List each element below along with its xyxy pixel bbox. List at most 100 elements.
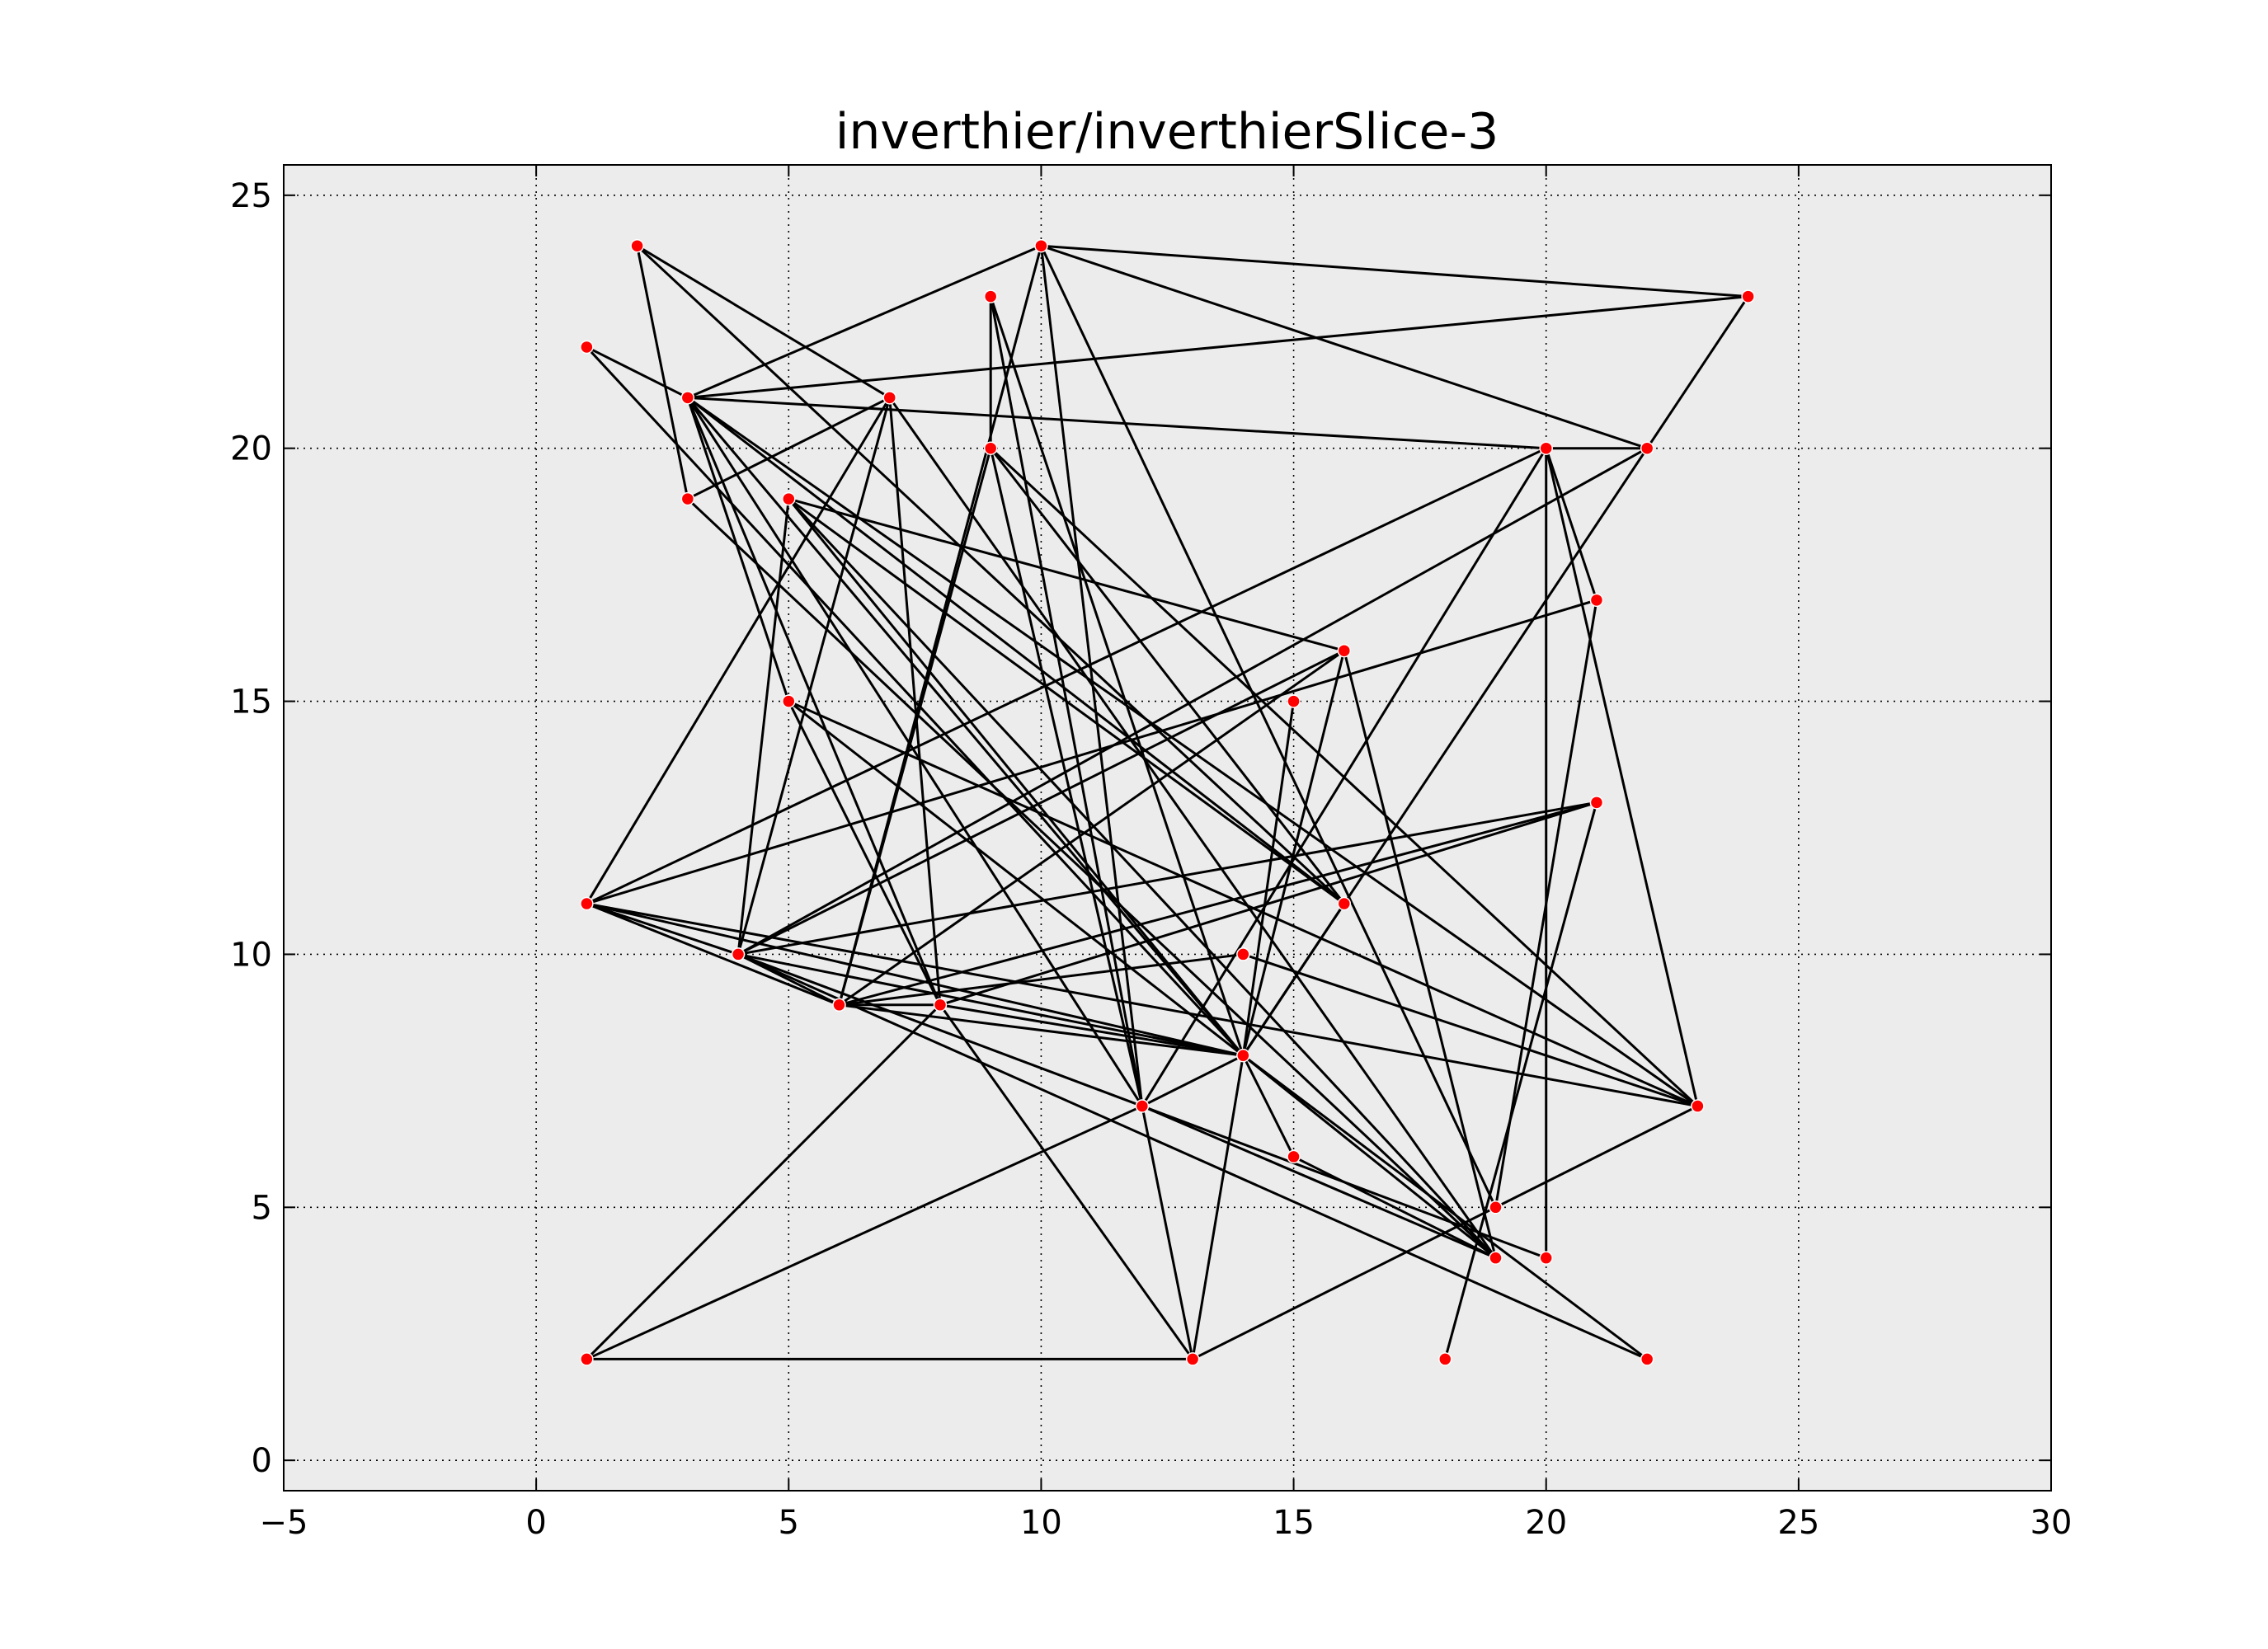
graph-node	[882, 391, 896, 405]
graph-node	[1287, 1149, 1301, 1164]
graph-edge	[586, 345, 689, 399]
graph-edge	[636, 245, 689, 500]
graph-edge	[737, 953, 1648, 1360]
graph-edge	[1292, 1155, 1497, 1260]
graph-edge	[686, 497, 1497, 1259]
y-tick-label: 0	[252, 1442, 272, 1480]
graph-edge	[1041, 244, 1748, 298]
graph-edge	[1141, 1105, 1497, 1260]
y-tick-label: 25	[230, 177, 272, 215]
x-tick-label: 0	[525, 1504, 546, 1542]
graph-edge	[586, 447, 1547, 905]
y-tick-label: 5	[252, 1189, 272, 1227]
node-layer	[580, 238, 1755, 1366]
graph-node	[1589, 796, 1604, 810]
graph-edge	[687, 295, 1748, 399]
graph-edge	[586, 1105, 1143, 1360]
graph-edge	[989, 448, 1144, 1106]
graph-edge	[989, 296, 1245, 1056]
x-tick-label: 5	[779, 1504, 799, 1542]
graph-edge	[686, 397, 942, 1006]
grid-lines	[284, 165, 2051, 1491]
graph-edge	[687, 244, 1042, 399]
graph-edge	[1242, 1054, 1649, 1360]
graph-edge	[839, 952, 1244, 1007]
graph-node	[1640, 441, 1654, 455]
graph-edge	[586, 902, 840, 1007]
graph-edge	[1040, 245, 1497, 1208]
graph-edge	[1241, 701, 1296, 1056]
graph-edge	[1494, 599, 1598, 1208]
x-tick-label: 25	[1777, 1504, 1819, 1542]
edge-layer	[586, 244, 1749, 1360]
graph-edge	[687, 396, 891, 500]
graph-node	[1236, 1048, 1250, 1063]
graph-edge	[737, 649, 1345, 956]
graph-edge	[788, 700, 1245, 1057]
graph-node	[580, 1352, 594, 1366]
graph-edge	[888, 397, 1497, 1259]
graph-edge	[838, 649, 1345, 1007]
graph-edge	[1040, 244, 1648, 450]
graph-edge	[788, 498, 1497, 1259]
graph-node	[580, 896, 594, 911]
graph-node	[1185, 1352, 1200, 1366]
graph-node	[580, 340, 594, 355]
graph-edge	[687, 396, 1546, 450]
graph-edge	[686, 397, 1699, 1107]
graph-node	[1489, 1200, 1503, 1214]
graph-edge	[586, 599, 1597, 905]
graph-edge	[788, 497, 1345, 652]
graph-edge	[888, 397, 942, 1005]
graph-node	[983, 289, 998, 303]
y-tick-label: 20	[230, 430, 272, 468]
graph-edge	[586, 902, 1698, 1108]
graph-edge	[586, 1003, 942, 1360]
graph-edge	[1191, 1055, 1245, 1360]
graph-edge	[736, 397, 892, 955]
x-tick-label: 10	[1020, 1504, 1062, 1542]
graph-edge	[839, 1003, 1244, 1057]
graph-node	[1236, 947, 1250, 961]
graph-edge	[839, 801, 1597, 1007]
graph-node	[1034, 238, 1048, 253]
x-tick-label: 20	[1525, 1504, 1567, 1542]
y-tick-label: 10	[230, 936, 272, 974]
graph-edge	[788, 497, 1345, 905]
graph-node	[933, 998, 948, 1012]
graph-edge	[586, 902, 1244, 1057]
graph-edge	[1343, 650, 1497, 1259]
axis-ticks	[283, 165, 2052, 1491]
graph-edge	[788, 700, 1699, 1107]
graph-edge	[1443, 801, 1598, 1360]
graph-edge	[686, 397, 1345, 905]
graph-edge	[1545, 448, 1699, 1106]
graph-node	[983, 441, 998, 455]
graph-edge	[1141, 1106, 1194, 1360]
x-tick-labels: −5 0 5 10 15 20 25 30	[260, 1504, 2073, 1542]
graph-edge	[686, 397, 1245, 1057]
graph-edge	[737, 952, 1244, 1057]
graph-edge	[939, 801, 1597, 1007]
graph-edge	[1241, 650, 1346, 1056]
graph-node	[1539, 1251, 1553, 1265]
graph-edge	[939, 1003, 1244, 1057]
graph-edge	[838, 448, 992, 1006]
graph-edge	[636, 244, 891, 399]
graph-node	[1691, 1099, 1705, 1113]
graph-node	[1337, 896, 1352, 911]
y-tick-labels: 0 5 10 15 20 25	[230, 177, 272, 1480]
x-tick-label: −5	[260, 1504, 308, 1542]
x-tick-label: 15	[1273, 1504, 1315, 1542]
graph-edge	[990, 447, 1345, 904]
graph-node	[832, 998, 846, 1012]
graph-edge	[586, 397, 892, 904]
graph-edge	[586, 902, 739, 956]
graph-node	[1438, 1352, 1452, 1366]
graph-node	[1640, 1352, 1654, 1366]
graph-node	[782, 694, 796, 708]
graph-node	[1539, 441, 1553, 455]
graph-edge	[737, 447, 1648, 956]
y-tick-label: 15	[230, 684, 272, 721]
x-tick-label: 30	[2030, 1504, 2073, 1542]
